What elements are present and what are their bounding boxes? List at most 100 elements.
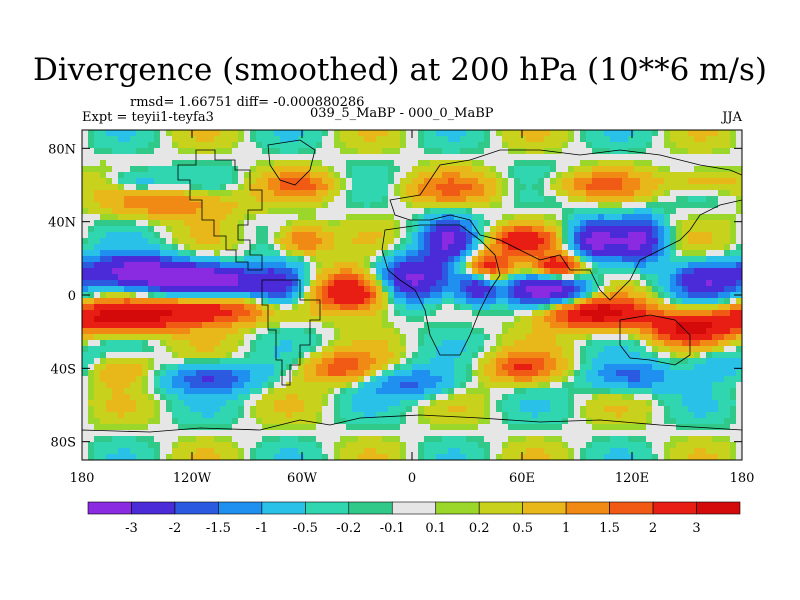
field-cell <box>472 202 479 209</box>
field-cell <box>334 130 341 137</box>
field-cell <box>376 238 383 245</box>
field-cell <box>358 388 365 395</box>
field-cell <box>460 256 467 263</box>
field-cell <box>412 334 419 341</box>
field-cell <box>616 244 623 251</box>
field-cell <box>508 160 515 167</box>
field-cell <box>346 292 353 299</box>
field-cell <box>274 130 281 137</box>
field-cell <box>82 280 89 287</box>
field-cell <box>688 334 695 341</box>
field-cell <box>712 142 719 149</box>
field-cell <box>712 232 719 239</box>
field-cell <box>682 184 689 191</box>
field-cell <box>502 202 509 209</box>
field-cell <box>346 220 353 227</box>
field-cell <box>706 196 713 203</box>
field-cell <box>634 358 641 365</box>
field-cell <box>550 148 557 155</box>
field-cell <box>262 346 269 353</box>
field-cell <box>352 220 359 227</box>
field-cell <box>628 172 635 179</box>
field-cell <box>364 142 371 149</box>
field-cell <box>112 268 119 275</box>
field-cell <box>160 250 167 257</box>
field-cell <box>190 352 197 359</box>
field-cell <box>436 388 443 395</box>
field-cell <box>472 196 479 203</box>
field-cell <box>460 130 467 137</box>
field-cell <box>130 304 137 311</box>
field-cell <box>592 184 599 191</box>
field-cell <box>418 214 425 221</box>
field-cell <box>166 178 173 185</box>
field-cell <box>622 352 629 359</box>
field-cell <box>334 196 341 203</box>
field-cell <box>694 190 701 197</box>
field-cell <box>304 292 311 299</box>
field-cell <box>226 346 233 353</box>
field-cell <box>646 256 653 263</box>
field-cell <box>682 382 689 389</box>
field-cell <box>634 280 641 287</box>
field-cell <box>280 214 287 221</box>
field-cell <box>400 274 407 281</box>
field-cell <box>394 334 401 341</box>
field-cell <box>670 304 677 311</box>
field-cell <box>526 202 533 209</box>
field-cell <box>184 148 191 155</box>
field-cell <box>430 310 437 317</box>
field-cell <box>232 310 239 317</box>
field-cell <box>382 184 389 191</box>
field-cell <box>538 220 545 227</box>
field-cell <box>160 358 167 365</box>
field-cell <box>718 268 725 275</box>
field-cell <box>670 130 677 137</box>
field-cell <box>232 208 239 215</box>
field-cell <box>520 166 527 173</box>
field-cell <box>196 172 203 179</box>
field-cell <box>250 154 257 161</box>
field-cell <box>256 280 263 287</box>
field-cell <box>736 142 742 149</box>
field-cell <box>178 232 185 239</box>
field-cell <box>196 232 203 239</box>
field-cell <box>448 316 455 323</box>
field-cell <box>184 334 191 341</box>
field-cell <box>688 268 695 275</box>
field-cell <box>580 178 587 185</box>
field-cell <box>700 358 707 365</box>
field-cell <box>532 310 539 317</box>
field-cell <box>202 310 209 317</box>
field-cell <box>658 304 665 311</box>
field-cell <box>184 382 191 389</box>
field-cell <box>352 154 359 161</box>
field-cell <box>562 328 569 335</box>
field-cell <box>454 316 461 323</box>
field-cell <box>574 232 581 239</box>
field-cell <box>718 202 725 209</box>
field-cell <box>556 226 563 233</box>
field-cell <box>568 286 575 293</box>
field-cell <box>376 184 383 191</box>
field-cell <box>238 268 245 275</box>
field-cell <box>346 364 353 371</box>
field-cell <box>292 214 299 221</box>
field-cell <box>532 352 539 359</box>
field-cell <box>676 160 683 167</box>
field-cell <box>334 298 341 305</box>
field-cell <box>400 292 407 299</box>
field-cell <box>82 388 89 395</box>
field-cell <box>640 268 647 275</box>
field-cell <box>106 214 113 221</box>
field-cell <box>172 268 179 275</box>
field-cell <box>646 142 653 149</box>
field-cell <box>328 280 335 287</box>
field-cell <box>310 208 317 215</box>
field-cell <box>136 256 143 263</box>
field-cell <box>688 322 695 329</box>
field-cell <box>556 280 563 287</box>
field-cell <box>262 148 269 155</box>
field-cell <box>490 274 497 281</box>
field-cell <box>214 148 221 155</box>
